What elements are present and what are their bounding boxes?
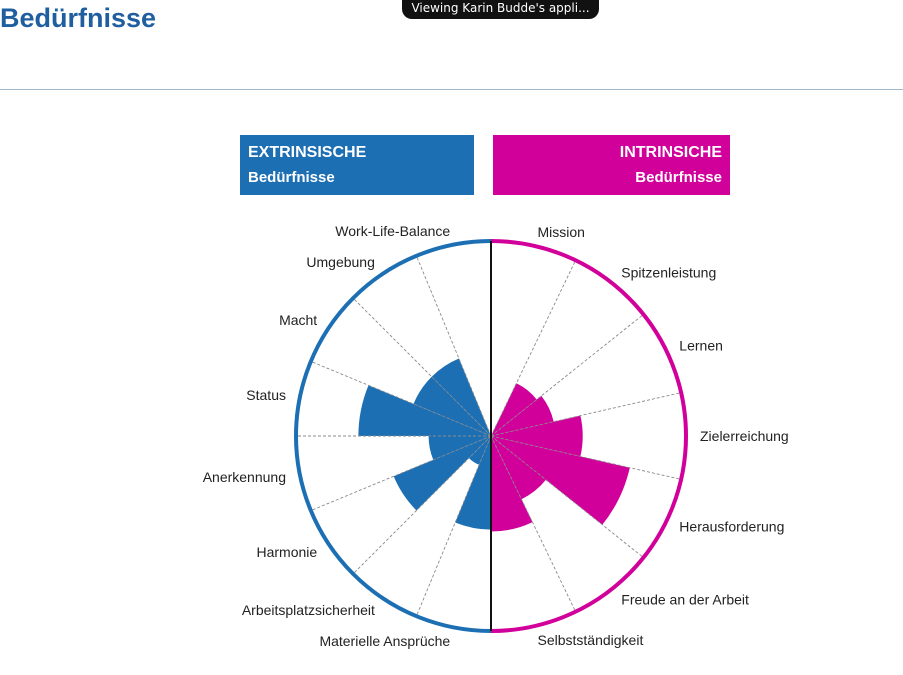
grid-line [490,435,682,480]
header-divider [0,89,903,90]
label-herausforderung: Herausforderung [679,519,784,535]
label-lernen: Lernen [679,337,723,353]
legend-intrinsic: INTRINSICHE Bedürfnisse [493,135,730,195]
grid-line [490,435,577,612]
label-selbststaendigkeit: Selbstständigkeit [538,632,644,648]
screen-share-notification: Viewing Karin Budde's appli... [402,0,599,19]
grid-line [310,360,492,437]
sector-materielle-ansprueche [455,436,491,530]
legend-intrinsic-title: INTRINSICHE [619,144,722,161]
sector-status [358,385,491,436]
grid-line [490,392,682,437]
grid-line [490,314,644,437]
intrinsic-ring [490,239,688,633]
sector-macht [413,376,491,436]
extrinsic-ring [294,239,492,633]
grid-line [352,435,492,575]
legend-intrinsic-subtitle: Bedürfnisse [635,169,722,186]
grid-line [310,435,492,512]
label-mission: Mission [538,224,585,240]
grid-line [490,435,644,558]
legend-extrinsic: EXTRINSISCHE Bedürfnisse [240,135,474,195]
sector-arbeitsplatzsicherheit [468,436,491,465]
label-anerkennung: Anerkennung [203,469,286,485]
sector-selbststaendigkeit [491,436,533,532]
sector-spitzenleistung [491,383,537,436]
page-title: Bedürfnisse [0,3,157,33]
label-materielle-ansprueche: Materielle Ansprüche [319,633,450,649]
grid-line [415,255,492,437]
label-zielerreichung: Zielerreichung [700,428,789,444]
label-work-life-balance: Work-Life-Balance [335,223,450,239]
sector-harmonie [393,436,491,511]
sector-umgebung [431,358,491,436]
label-arbeitsplatzsicherheit: Arbeitsplatzsicherheit [242,602,375,618]
grid-line [352,297,492,437]
sector-herausforderung [491,436,630,525]
grid-line [415,435,492,617]
sector-zielerreichung [491,415,583,457]
grid-line [490,260,577,437]
sector-freude-an-der-arbeit [491,436,546,500]
legend-extrinsic-title: EXTRINSISCHE [248,144,367,161]
label-freude-an-der-arbeit: Freude an der Arbeit [621,591,749,607]
label-spitzenleistung: Spitzenleistung [621,265,716,281]
legend-extrinsic-subtitle: Bedürfnisse [248,169,335,186]
sector-lernen [491,395,554,436]
label-harmonie: Harmonie [256,544,317,560]
label-status: Status [246,387,286,403]
label-umgebung: Umgebung [306,254,375,270]
label-macht: Macht [279,312,317,328]
